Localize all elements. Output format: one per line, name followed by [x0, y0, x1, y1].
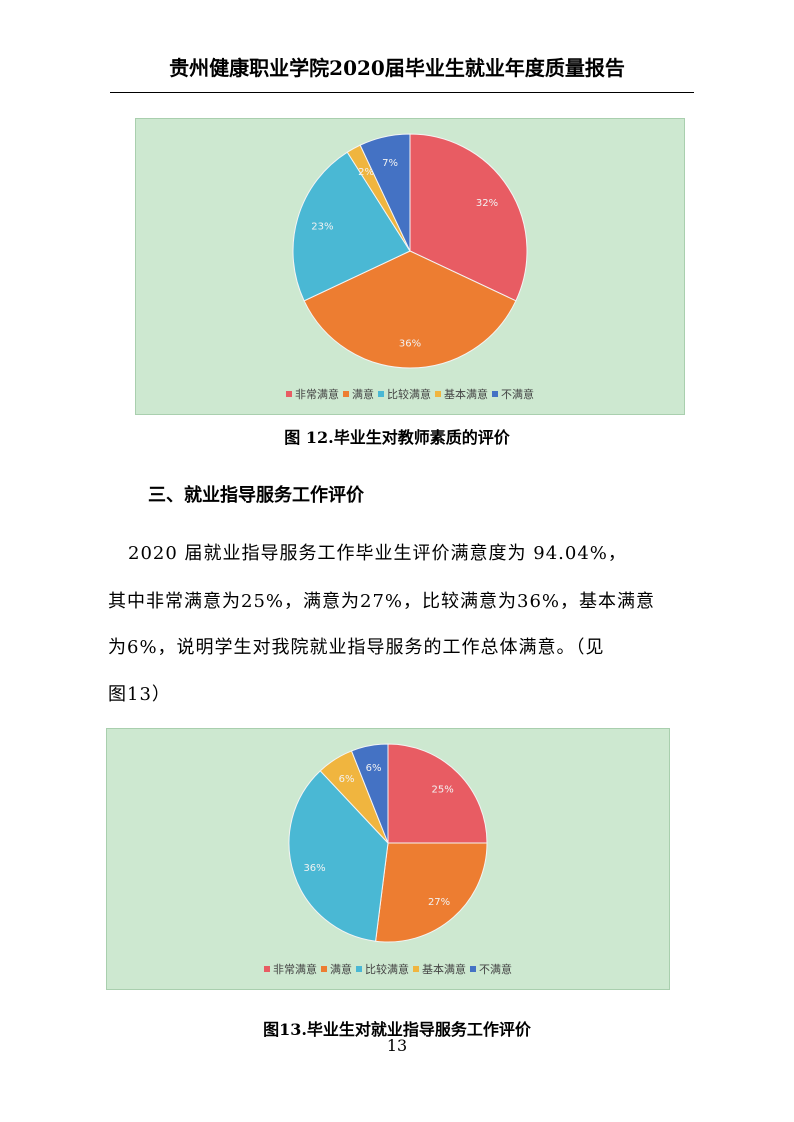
page-number: 13: [386, 1036, 408, 1055]
legend-swatch: [264, 966, 270, 972]
legend-swatch: [321, 966, 327, 972]
data-label: 27%: [428, 897, 450, 908]
legend-label: 满意: [330, 963, 352, 976]
legend-item: 基本满意: [435, 386, 488, 402]
pie-chart-teacher-quality: 32% 36% 23% 2% 7% 非常满意 满意 比较满意 基本满意 不满意: [135, 118, 685, 415]
paragraph-line: 图13）: [108, 684, 171, 705]
pie-slice-3: [292, 151, 411, 302]
data-label: 6%: [339, 774, 355, 785]
pie-slice-1: [409, 133, 528, 302]
chart-legend: 非常满意 满意 比较满意 基本满意 不满意: [107, 961, 669, 977]
data-label: 36%: [303, 863, 325, 874]
legend-swatch: [470, 966, 476, 972]
legend-label: 不满意: [501, 388, 534, 401]
figure-13-caption: 图13.毕业生对就业指导服务工作评价: [263, 1020, 531, 1039]
header-rule: [110, 92, 694, 93]
paragraph-line: 为6%，说明学生对我院就业指导服务的工作总体满意。（见: [108, 637, 605, 658]
legend-swatch: [378, 391, 384, 397]
legend-swatch: [492, 391, 498, 397]
legend-label: 基本满意: [422, 963, 466, 976]
document-header-title: 贵州健康职业学院2020届毕业生就业年度质量报告: [169, 56, 625, 80]
legend-label: 不满意: [479, 963, 512, 976]
paragraph-line: 2020 届就业指导服务工作毕业生评价满意度为 94.04%，: [128, 543, 627, 564]
legend-label: 非常满意: [273, 963, 317, 976]
pie-svg: 32% 36% 23% 2% 7%: [292, 133, 528, 369]
legend-label: 比较满意: [365, 963, 409, 976]
data-label: 6%: [366, 763, 382, 774]
legend-swatch: [356, 966, 362, 972]
pie-slice-5: [350, 743, 389, 844]
pie-svg: 25% 27% 36% 6% 6%: [288, 743, 488, 943]
pie-slice-3: [288, 770, 389, 942]
data-label: 2%: [358, 167, 374, 178]
pie-slice-1: [387, 743, 488, 844]
data-label: 25%: [431, 784, 453, 795]
legend-swatch: [435, 391, 441, 397]
chart-legend: 非常满意 满意 比较满意 基本满意 不满意: [136, 386, 684, 402]
pie-chart-guidance-service: 25% 27% 36% 6% 6% 非常满意 满意 比较满意 基本满意 不满意: [106, 728, 670, 990]
legend-item: 基本满意: [413, 961, 466, 977]
legend-item: 非常满意: [264, 961, 317, 977]
data-label: 36%: [399, 338, 421, 349]
legend-item: 不满意: [470, 961, 512, 977]
pie-slice-5: [359, 133, 411, 252]
section-heading: 三、就业指导服务工作评价: [148, 485, 364, 506]
legend-item: 非常满意: [286, 386, 339, 402]
legend-swatch: [343, 391, 349, 397]
legend-label: 比较满意: [387, 388, 431, 401]
legend-item: 满意: [321, 961, 352, 977]
data-label: 23%: [311, 222, 333, 233]
legend-label: 非常满意: [295, 388, 339, 401]
legend-swatch: [286, 391, 292, 397]
data-label: 7%: [382, 158, 398, 169]
data-label: 32%: [476, 198, 498, 209]
legend-item: 满意: [343, 386, 374, 402]
legend-label: 满意: [352, 388, 374, 401]
legend-item: 比较满意: [356, 961, 409, 977]
paragraph-line: 其中非常满意为25%，满意为27%，比较满意为36%，基本满意: [108, 591, 656, 612]
pie-slice-2: [375, 842, 488, 943]
legend-item: 比较满意: [378, 386, 431, 402]
legend-label: 基本满意: [444, 388, 488, 401]
figure-12-caption: 图 12.毕业生对教师素质的评价: [284, 428, 510, 447]
legend-item: 不满意: [492, 386, 534, 402]
legend-swatch: [413, 966, 419, 972]
pie-slice-2: [303, 250, 517, 369]
